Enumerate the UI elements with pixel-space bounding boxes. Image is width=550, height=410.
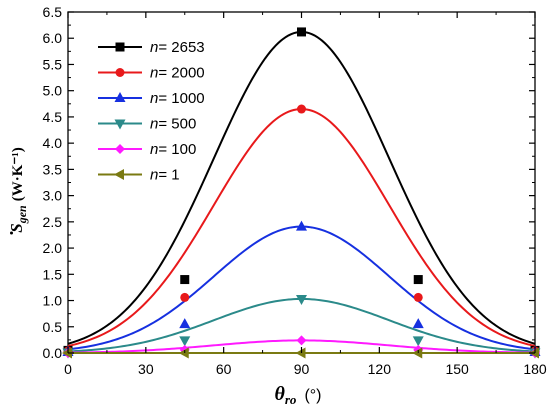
x-tick-label: 150 — [445, 361, 469, 377]
data-point-3 — [296, 294, 307, 305]
y-tick-label: 5.5 — [43, 56, 63, 72]
y-tick-label: 3.0 — [43, 188, 63, 204]
legend-label-2: n= 1000 — [150, 90, 205, 107]
x-tick-label: 180 — [523, 361, 547, 377]
y-axis-overdot — [10, 231, 13, 235]
legend-marker-4 — [115, 144, 125, 154]
y-tick-label: 5.0 — [43, 83, 63, 99]
y-axis-subscript: gen — [15, 205, 29, 224]
y-axis-symbol: S — [7, 223, 26, 232]
y-tick-label: 0.5 — [43, 319, 63, 335]
data-point-0 — [180, 275, 190, 285]
series-line-2 — [67, 225, 536, 351]
legend-marker-3 — [114, 119, 126, 130]
data-point-2 — [296, 220, 307, 231]
data-point-5 — [178, 347, 189, 359]
y-tick-label: 4.5 — [43, 109, 63, 125]
data-point-5 — [62, 347, 72, 359]
y-axis-unit: (W·K⁻¹) — [10, 147, 26, 201]
legend-marker-2 — [114, 92, 126, 102]
legend-label-0: n= 2653 — [150, 39, 205, 56]
y-tick-label: 2.0 — [43, 240, 63, 256]
x-tick-label: 30 — [138, 361, 154, 377]
x-axis-unit: (°) — [304, 387, 321, 404]
data-point-2 — [179, 318, 191, 329]
legend-label-4: n= 100 — [150, 141, 196, 158]
legend-label-5: n= 1 — [150, 167, 180, 184]
legend: n= 2653 n= 2000 n= 1000 n= 500 n= 100 n= 1 — [98, 39, 205, 184]
x-tick-label: 60 — [216, 361, 232, 377]
markers-layer — [62, 27, 541, 359]
x-tick-label: 120 — [368, 361, 392, 377]
data-point-0 — [413, 275, 423, 285]
y-axis-label: Sgen (W·K⁻¹) — [7, 147, 29, 233]
x-tick-label: 0 — [64, 361, 72, 377]
legend-marker-0 — [115, 42, 125, 52]
data-point-3 — [412, 336, 424, 347]
y-tick-label: 1.5 — [43, 266, 63, 282]
y-tick-label: 0.0 — [43, 345, 63, 361]
y-tick-label: 3.5 — [43, 161, 63, 177]
x-tick-label: 90 — [294, 361, 310, 377]
data-point-5 — [412, 347, 423, 359]
data-point-0 — [297, 27, 306, 37]
x-axis-symbol: θ — [274, 383, 285, 405]
x-axis-subscript: ro — [285, 392, 297, 407]
y-tick-label: 1.0 — [43, 293, 63, 309]
x-axis-label: θro (°) — [274, 383, 321, 407]
axes-layer: 0 30 60 90 120 150 180 0.0 0.5 1.0 1.5 2.0 2.5 3.0 3.5… — [43, 4, 547, 377]
legend-marker-1 — [115, 68, 125, 77]
data-point-5 — [295, 347, 306, 359]
data-point-1 — [413, 292, 423, 302]
legend-label-1: n= 2000 — [150, 65, 205, 82]
y-tick-label: 6.0 — [43, 30, 63, 46]
y-tick-label: 4.0 — [43, 135, 63, 151]
y-tick-label: 6.5 — [43, 4, 63, 20]
data-point-3 — [179, 336, 191, 347]
y-tick-label: 2.5 — [43, 214, 63, 230]
data-point-1 — [180, 292, 190, 302]
legend-label-3: n= 500 — [150, 116, 196, 133]
legend-marker-5 — [114, 169, 124, 180]
data-point-2 — [412, 318, 424, 329]
data-point-1 — [297, 104, 306, 114]
data-point-4 — [296, 335, 307, 346]
